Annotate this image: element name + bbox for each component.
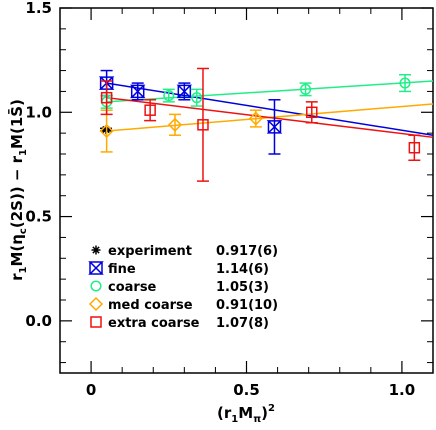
marker-square-shape [408, 141, 421, 154]
legend-value: 1.05(3) [216, 280, 269, 295]
y-tick-label: 1.0 [25, 103, 52, 121]
marker-square-shape [197, 119, 209, 131]
marker-bowtie-shape [266, 120, 283, 134]
legend-value: 1.14(6) [216, 262, 269, 277]
marker-bowtie-shape [98, 76, 115, 90]
marker-bowtie-shape [176, 84, 193, 99]
marker-square [408, 141, 421, 154]
marker-square [197, 119, 209, 131]
marker-diamond [88, 296, 104, 312]
y-tick-label: 0.0 [25, 312, 52, 330]
marker-bowtie [88, 261, 104, 275]
marker-bowtie [129, 84, 146, 99]
marker-bowtie [98, 76, 115, 90]
marker-square-shape [306, 106, 318, 119]
marker-diamond [99, 123, 114, 139]
marker-circle [191, 92, 203, 104]
x-tick-label: 0 [86, 381, 96, 399]
marker-bowtie [176, 84, 193, 99]
marker-bowtie [266, 120, 283, 134]
marker-square [306, 106, 318, 119]
legend: experiment 0.917(6) fine 1.14(6) coarse 1.05(… [88, 244, 278, 331]
legend-label: med coarse [108, 298, 193, 313]
data-points [98, 67, 421, 182]
y-axis-label: r1M(ηc(2S)) − r1M(1S̄) [6, 99, 29, 281]
marker-diamond-shape [248, 111, 263, 126]
marker-diamond [248, 111, 263, 126]
fit-line [106, 80, 434, 103]
x-tick-label: 0.5 [233, 381, 260, 399]
marker-circle-shape [300, 83, 312, 95]
x-tick-label: 1.0 [389, 381, 416, 399]
ticks: 0 0.5 1.0 0.0 0.5 1.0 1.5 [25, 0, 434, 399]
marker-bowtie-shape [129, 84, 146, 99]
legend-label: fine [108, 262, 136, 277]
marker-diamond-shape [167, 117, 183, 132]
marker-circle [90, 280, 102, 292]
fit-line [106, 82, 434, 136]
fit-lines [106, 80, 434, 139]
x-axis-label: (r1Mπ)2 [217, 403, 275, 425]
marker-diamond-shape [99, 123, 114, 139]
marker-bowtie-shape [88, 261, 104, 275]
marker-circle-shape [399, 77, 411, 89]
marker-circle [300, 83, 312, 95]
marker-square [144, 104, 156, 116]
marker-circle-shape [90, 280, 102, 292]
marker-circle-shape [191, 92, 203, 104]
marker-circle [163, 90, 175, 102]
marker-diamond-shape [88, 296, 104, 312]
legend-label: coarse [108, 280, 157, 295]
marker-circle [399, 77, 411, 89]
y-tick-label: 1.5 [25, 0, 52, 17]
marker-square [100, 91, 113, 104]
legend-value: 0.91(10) [216, 298, 278, 313]
fit-line [106, 96, 434, 139]
legend-value: 0.917(6) [216, 244, 278, 259]
marker-square-shape [144, 104, 156, 116]
marker-square [90, 316, 102, 328]
y-tick-label: 0.5 [25, 208, 52, 226]
marker-star [91, 245, 101, 255]
marker-star-shape [91, 245, 101, 255]
marker-square-shape [90, 316, 102, 328]
marker-circle-shape [163, 90, 175, 102]
marker-diamond [167, 117, 183, 132]
marker-square-shape [100, 91, 113, 104]
legend-label: extra coarse [108, 316, 200, 331]
legend-value: 1.07(8) [216, 316, 269, 331]
legend-label: experiment [108, 244, 192, 259]
